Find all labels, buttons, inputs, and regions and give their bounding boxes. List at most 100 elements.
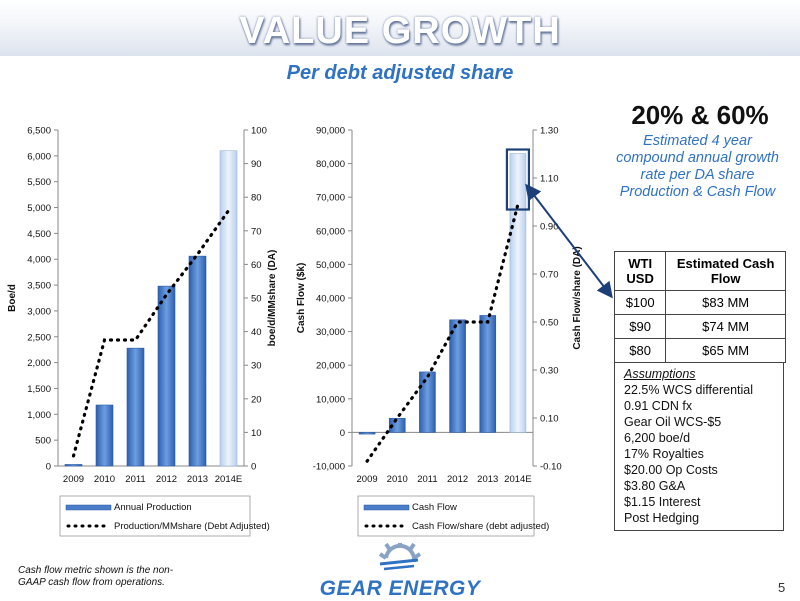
y-tick-label: 2,500 [27, 332, 51, 343]
bar-2010 [388, 417, 406, 433]
y-tick-label: 6,500 [27, 126, 51, 137]
table-cell: $90 [613, 314, 667, 339]
table-cell: $80 [613, 338, 667, 363]
y-axis-title: Boe/d [7, 284, 18, 312]
y2-axis-title: boe/d/MMshare (DA) [267, 250, 278, 347]
bar-2010 [95, 404, 114, 467]
y2-tick-label: 0.30 [540, 366, 559, 377]
assumption-item: 6,200 boe/d [624, 431, 691, 445]
bar-2011 [126, 347, 145, 467]
y2-tick-label: 40 [251, 327, 262, 338]
x-tick-label: 2014E [215, 474, 242, 485]
company-logo-text: GEAR ENERGY [319, 577, 481, 600]
y2-axis-title: Cash Flow/share (DA) [572, 246, 583, 349]
gear-icon [378, 543, 422, 571]
growth-rate-headline: 20% & 60% [631, 100, 769, 130]
legend-label: Cash Flow [412, 502, 457, 513]
x-tick-label: 2009 [357, 474, 378, 485]
legend-label: Annual Production [114, 502, 192, 513]
bar-2009 [64, 464, 83, 467]
y-tick-label: 0 [46, 462, 51, 473]
y-tick-label: 2,000 [27, 358, 51, 369]
y-tick-label: 80,000 [316, 159, 345, 170]
y2-tick-label: 90 [251, 159, 262, 170]
cash-flow-sensitivity-table: WTI USD Estimated Cash Flow $100 $83 MM … [613, 251, 786, 363]
legend-bar-swatch [363, 504, 410, 511]
bar-2013 [479, 315, 497, 433]
line-series-cf [365, 202, 520, 463]
assumptions-heading: Assumptions [624, 367, 696, 381]
bar-2012 [157, 285, 176, 467]
assumption-item: Post Hedging [624, 511, 700, 525]
x-tick-label: 2010 [387, 474, 408, 485]
y2-tick-label: 50 [251, 294, 262, 305]
y-tick-label: -10,000 [313, 462, 345, 473]
growth-rate-description: Estimated 4 year compound annual growth … [595, 133, 800, 201]
description-line: Production & Cash Flow [619, 184, 776, 200]
header-band [0, 0, 800, 56]
y-tick-label: 500 [35, 436, 51, 447]
y-tick-label: 1,000 [27, 410, 51, 421]
x-tick-label: 2013 [187, 474, 208, 485]
y2-tick-label: 0.10 [540, 414, 559, 425]
assumption-item: 0.91 CDN fx [624, 399, 693, 413]
highlight-box [505, 148, 531, 211]
y-tick-label: 70,000 [316, 193, 345, 204]
y2-tick-label: 1.10 [540, 174, 559, 185]
y-tick-label: 50,000 [316, 260, 345, 271]
y2-tick-label: 20 [251, 394, 262, 405]
description-line: rate per DA share [640, 167, 755, 183]
x-tick-label: 2012 [156, 474, 177, 485]
page-number: 5 [778, 580, 786, 595]
table-header-wti: WTI USD [613, 251, 667, 291]
table-cell: $100 [613, 290, 667, 315]
page-title: VALUE GROWTH [239, 10, 561, 52]
y2-tick-label: 60 [251, 260, 262, 271]
assumption-item: $3.80 G&A [624, 479, 686, 493]
y-tick-label: 40,000 [316, 294, 345, 305]
y2-tick-label: 1.30 [540, 126, 559, 137]
x-tick-label: 2014E [504, 474, 531, 485]
y2-tick-label: 10 [251, 428, 262, 439]
legend-label: Production/MMshare (Debt Adjusted) [114, 521, 270, 532]
x-tick-label: 2012 [447, 474, 468, 485]
bar-2014e [219, 150, 238, 467]
legend-bar-swatch [65, 504, 112, 511]
x-tick-label: 2009 [63, 474, 84, 485]
y2-tick-label: 30 [251, 361, 262, 372]
y-tick-label: 6,000 [27, 151, 51, 162]
y-tick-label: 60,000 [316, 226, 345, 237]
assumptions-box: Assumptions 22.5% WCS differential 0.91 … [614, 363, 784, 531]
table-row: $80 $65 MM [613, 338, 786, 363]
y-tick-label: 30,000 [316, 327, 345, 338]
connector-arrow [525, 183, 613, 299]
table-cell: $83 MM [665, 290, 786, 315]
y2-tick-label: 0 [251, 462, 256, 473]
bar-2011 [419, 371, 436, 433]
assumption-item: 17% Royalties [624, 447, 704, 461]
y-tick-label: 5,500 [27, 177, 51, 188]
page-subtitle: Per debt adjusted share [286, 62, 514, 84]
y-tick-label: 10,000 [316, 394, 345, 405]
y-tick-label: 1,500 [27, 384, 51, 395]
x-tick-label: 2010 [94, 474, 115, 485]
y-tick-label: 20,000 [316, 361, 345, 372]
y-tick-label: 3,000 [27, 306, 51, 317]
y-tick-label: 4,500 [27, 229, 51, 240]
description-line: compound annual growth [616, 150, 779, 166]
x-tick-label: 2011 [125, 474, 145, 485]
production-chart: 05001,0001,5002,0002,5003,0003,5004,0004… [7, 126, 278, 537]
footnote: Cash flow metric shown is the non-GAAP c… [18, 565, 174, 588]
y2-tick-label: 70 [251, 226, 262, 237]
y2-tick-label: -0.10 [540, 462, 562, 473]
line-series-prod [71, 209, 231, 458]
y-axis-title: Cash Flow ($k) [296, 263, 307, 334]
y2-tick-label: 0.50 [540, 318, 559, 329]
y-tick-label: 3,500 [27, 281, 51, 292]
y-tick-label: 5,000 [27, 203, 51, 214]
cash-flow-chart: -10,000 0 10,000 20,000 30,000 40,000 50,000 60… [296, 126, 613, 537]
table-cell: $74 MM [665, 314, 786, 339]
y-tick-label: 90,000 [316, 126, 345, 137]
bar-2009 [358, 432, 376, 435]
y-tick-label: 4,000 [27, 255, 51, 266]
